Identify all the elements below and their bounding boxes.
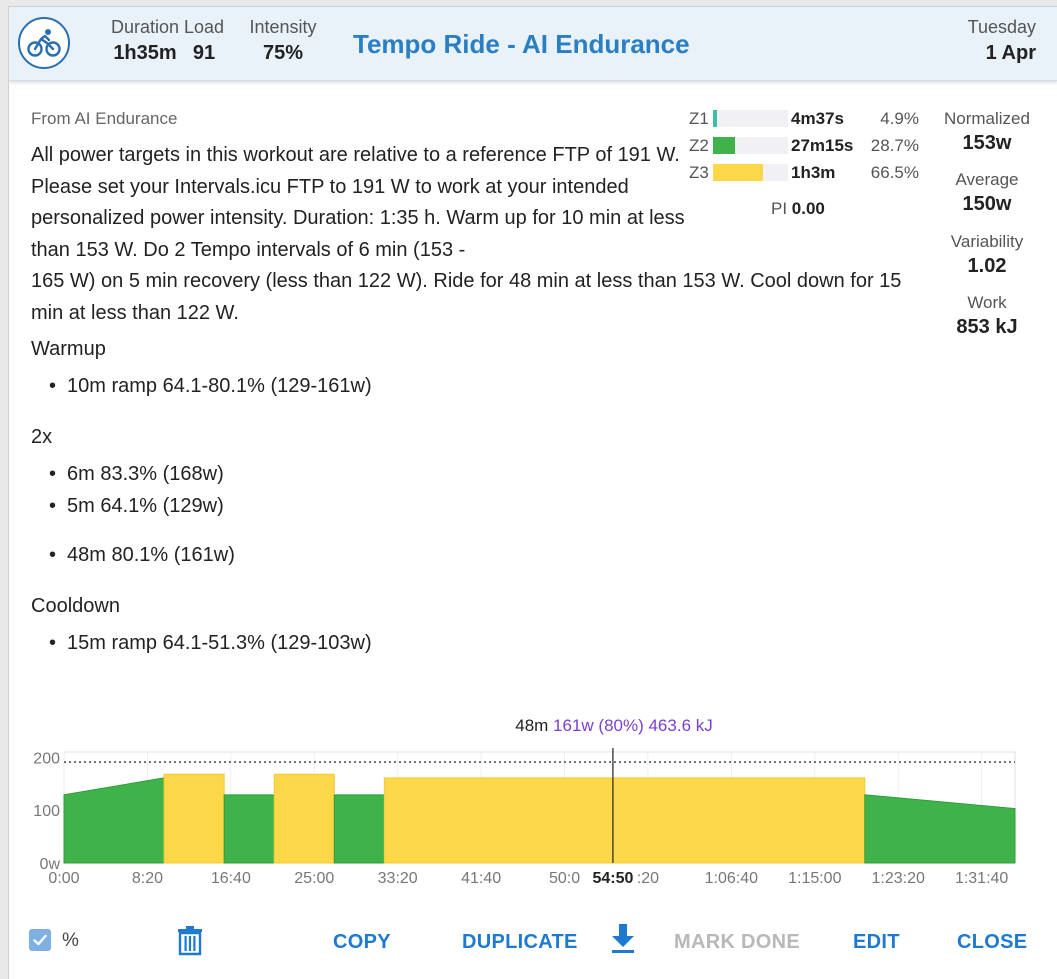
zone-bar-fill [713,137,735,154]
chart-y-tick-label: 0w [40,856,61,873]
chart-x-tick-label: :20 [637,870,659,887]
list-item: 48m 80.1% (161w) [49,544,235,567]
chart-x-tick-label: 25:00 [294,870,334,887]
duration-stat: Duration 1h35m [91,17,199,65]
normalized-value: 153w [962,132,1012,154]
average-value: 150w [962,193,1012,215]
duration-label: Duration [110,17,180,37]
chart-hover-info: 48m 161w (80%) 463.6 kJ [9,716,1057,736]
percent-label: % [62,930,79,951]
zone-row-z1: Z1 4m37s 4.9% [689,109,919,129]
cooldown-label: Cooldown [31,595,120,617]
zone-label: Z2 [689,136,709,155]
workout-title: Tempo Ride - AI Endurance [353,29,690,59]
work-stat: Work 853 kJ [927,293,1047,339]
zone-row-z2: Z2 27m15s 28.7% [689,136,919,156]
variability-label: Variability [950,232,1024,251]
close-button[interactable]: CLOSE [957,931,1028,953]
zone-bar-fill [713,164,763,181]
edit-button[interactable]: EDIT [853,931,900,953]
pi-label: PI [771,199,788,218]
zone-label: Z1 [689,109,709,128]
intensity-label: Intensity [249,17,317,37]
chart-x-tick-label: 41:40 [461,870,501,887]
chart-x-tick-label: 1:06:40 [705,870,758,887]
chart-segment [383,777,866,864]
copy-button[interactable]: COPY [333,931,391,953]
work-value: 853 kJ [956,316,1018,338]
zone-time: 27m15s [791,136,854,155]
zone-percent: 66.5% [870,163,919,182]
trash-icon[interactable] [177,926,203,961]
zone-time: 1h3m [791,163,836,182]
intensity-stat: Intensity 75% [243,17,323,65]
pi-stat: PI 0.00 [771,199,825,219]
normalized-label: Normalized [944,109,1030,128]
chart-x-tick-label: 50:0 [549,870,580,887]
load-value: 91 [192,42,216,64]
load-stat: Load 91 [179,17,229,65]
chart-x-tick-label: 0:00 [48,870,79,887]
chart-x-tick-label: 1:23:20 [872,870,925,887]
chart-x-tick-label: 33:20 [378,870,418,887]
zone-percent: 4.9% [880,109,919,128]
list-item: 10m ramp 64.1-80.1% (129-161w) [49,375,372,398]
normalized-stat: Normalized 153w [927,109,1047,155]
zone-bar-fill [713,110,717,127]
zone-bar-track [713,164,788,181]
day-of-week: Tuesday [967,17,1036,37]
workout-date: Tuesday 1 Apr [968,17,1036,65]
download-icon[interactable] [609,924,637,959]
chart-x-tick-label: 1:31:40 [955,870,1008,887]
workout-dialog: Duration 1h35m Load 91 Intensity 75% Tem… [8,6,1057,979]
dialog-footer: % COPY DUPLICATE MARK DONE EDIT CLOSE [9,919,1057,969]
power-chart[interactable]: 200 100 0w0:00 8:20 16:40 25:00 33:20 41:40 50:0… [9,742,1057,902]
repeat-label: 2x [31,426,53,448]
zone-bar-track [713,110,788,127]
average-label: Average [955,170,1019,189]
variability-stat: Variability 1.02 [927,232,1047,278]
pi-value: 0.00 [791,199,825,218]
duration-value: 1h35m [113,42,177,64]
chart-segment [163,773,225,864]
hover-detail: 161w (80%) 463.6 kJ [553,716,713,735]
chart-y-tick-label: 100 [33,803,60,820]
list-item: 6m 83.3% (168w) [49,463,224,486]
chart-x-tick-label: 54:50 [592,870,633,887]
list-item: 15m ramp 64.1-51.3% (129-103w) [49,632,372,655]
bike-icon [18,17,70,69]
description-text: All power targets in this workout are re… [31,144,685,261]
variability-value: 1.02 [967,255,1007,277]
check-icon [33,934,47,946]
description-text-continued: 165 W) on 5 min recovery (less than 122 … [31,270,902,324]
source-label: From AI Endurance [31,109,178,128]
dialog-header: Duration 1h35m Load 91 Intensity 75% Tem… [9,7,1057,81]
percent-checkbox[interactable] [29,929,51,951]
list-item: 5m 64.1% (129w) [49,495,224,518]
load-label: Load [183,17,225,37]
chart-segment [273,773,335,864]
work-label: Work [967,293,1007,312]
date-value: 1 Apr [985,42,1036,64]
zone-percent: 28.7% [870,136,919,155]
mark-done-button[interactable]: MARK DONE [674,931,801,953]
hover-duration: 48m [515,716,549,735]
chart-y-tick-label: 200 [33,750,60,767]
zone-row-z3: Z3 1h3m 66.5% [689,163,919,183]
duplicate-button[interactable]: DUPLICATE [462,931,578,953]
zone-time: 4m37s [791,109,844,128]
chart-segment [333,794,385,864]
zone-bar-track [713,137,788,154]
chart-x-tick-label: 16:40 [211,870,251,887]
zone-label: Z3 [689,163,709,182]
chart-x-tick-label: 1:15:00 [788,870,841,887]
average-stat: Average 150w [927,170,1047,216]
chart-segment [223,794,275,864]
intensity-value: 75% [262,42,304,64]
chart-x-tick-label: 8:20 [132,870,163,887]
warmup-label: Warmup [31,338,106,360]
chart-segment [864,794,1016,864]
